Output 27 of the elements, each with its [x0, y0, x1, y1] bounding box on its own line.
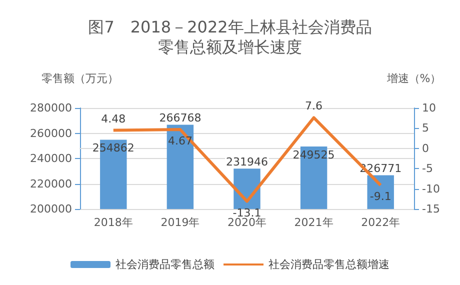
data-label: 4.48: [101, 112, 126, 126]
y-tick-label: 260000: [30, 126, 72, 140]
y-tick-label: 220000: [30, 177, 72, 190]
y2-tick-label: -15: [422, 202, 440, 216]
x-tick-label: 2022年: [361, 216, 400, 229]
y2-tick-label: -10: [422, 182, 440, 196]
y-tick-label: 200000: [30, 202, 72, 216]
y-tick-label: 280000: [30, 102, 72, 114]
x-tick-label: 2021年: [294, 216, 334, 229]
y-axis-title: 零售额（万元）: [42, 72, 118, 85]
data-label: 231946: [226, 156, 268, 169]
data-label: 4.67: [168, 134, 192, 148]
x-tick-label: 2019年: [160, 216, 200, 229]
y-tick-label: 240000: [30, 152, 72, 165]
legend-label: 社会消费品零售总额: [116, 258, 214, 271]
data-label: 266768: [159, 112, 202, 125]
y2-tick-label: 5: [422, 122, 429, 135]
y2-tick-label: 10: [422, 102, 436, 114]
x-tick-label: 2018年: [94, 216, 133, 229]
data-label: -9.1: [370, 190, 392, 204]
y2-tick-label: 0: [422, 142, 429, 155]
y2-axis-title: 增速（%）: [386, 72, 442, 85]
chart-title: 图7 2018－2022年上林县社会消费品零售总额及增长速度: [88, 18, 372, 56]
legend-label: 社会消费品零售总额增速: [268, 258, 390, 271]
x-tick-label: 2020年: [228, 216, 266, 229]
data-label: 7.6: [305, 100, 323, 113]
y2-tick-label: -5: [422, 162, 433, 176]
